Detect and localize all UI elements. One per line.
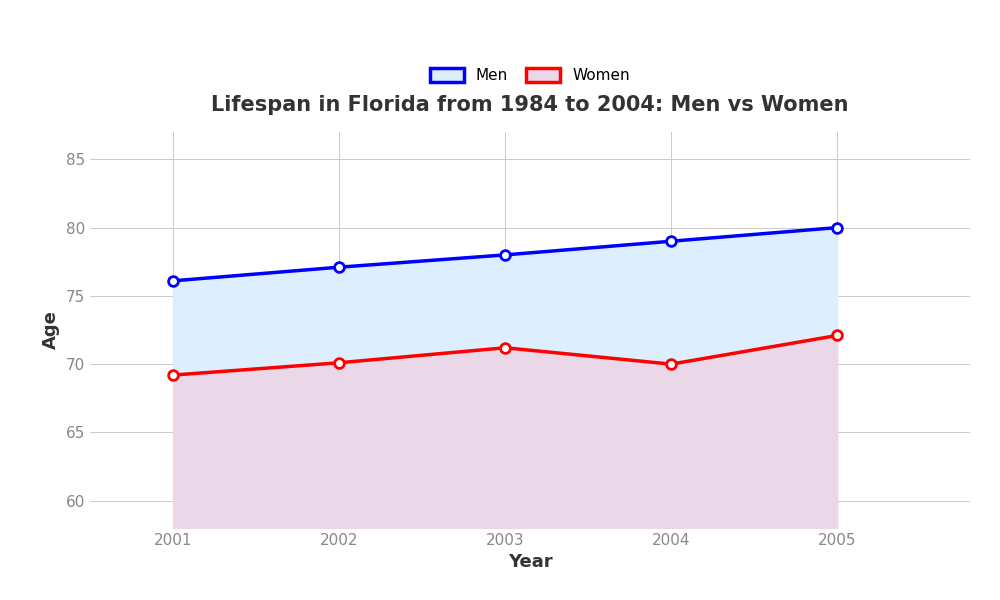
Title: Lifespan in Florida from 1984 to 2004: Men vs Women: Lifespan in Florida from 1984 to 2004: M… [211, 95, 849, 115]
Y-axis label: Age: Age [42, 311, 60, 349]
Legend: Men, Women: Men, Women [430, 68, 630, 83]
X-axis label: Year: Year [508, 553, 552, 571]
